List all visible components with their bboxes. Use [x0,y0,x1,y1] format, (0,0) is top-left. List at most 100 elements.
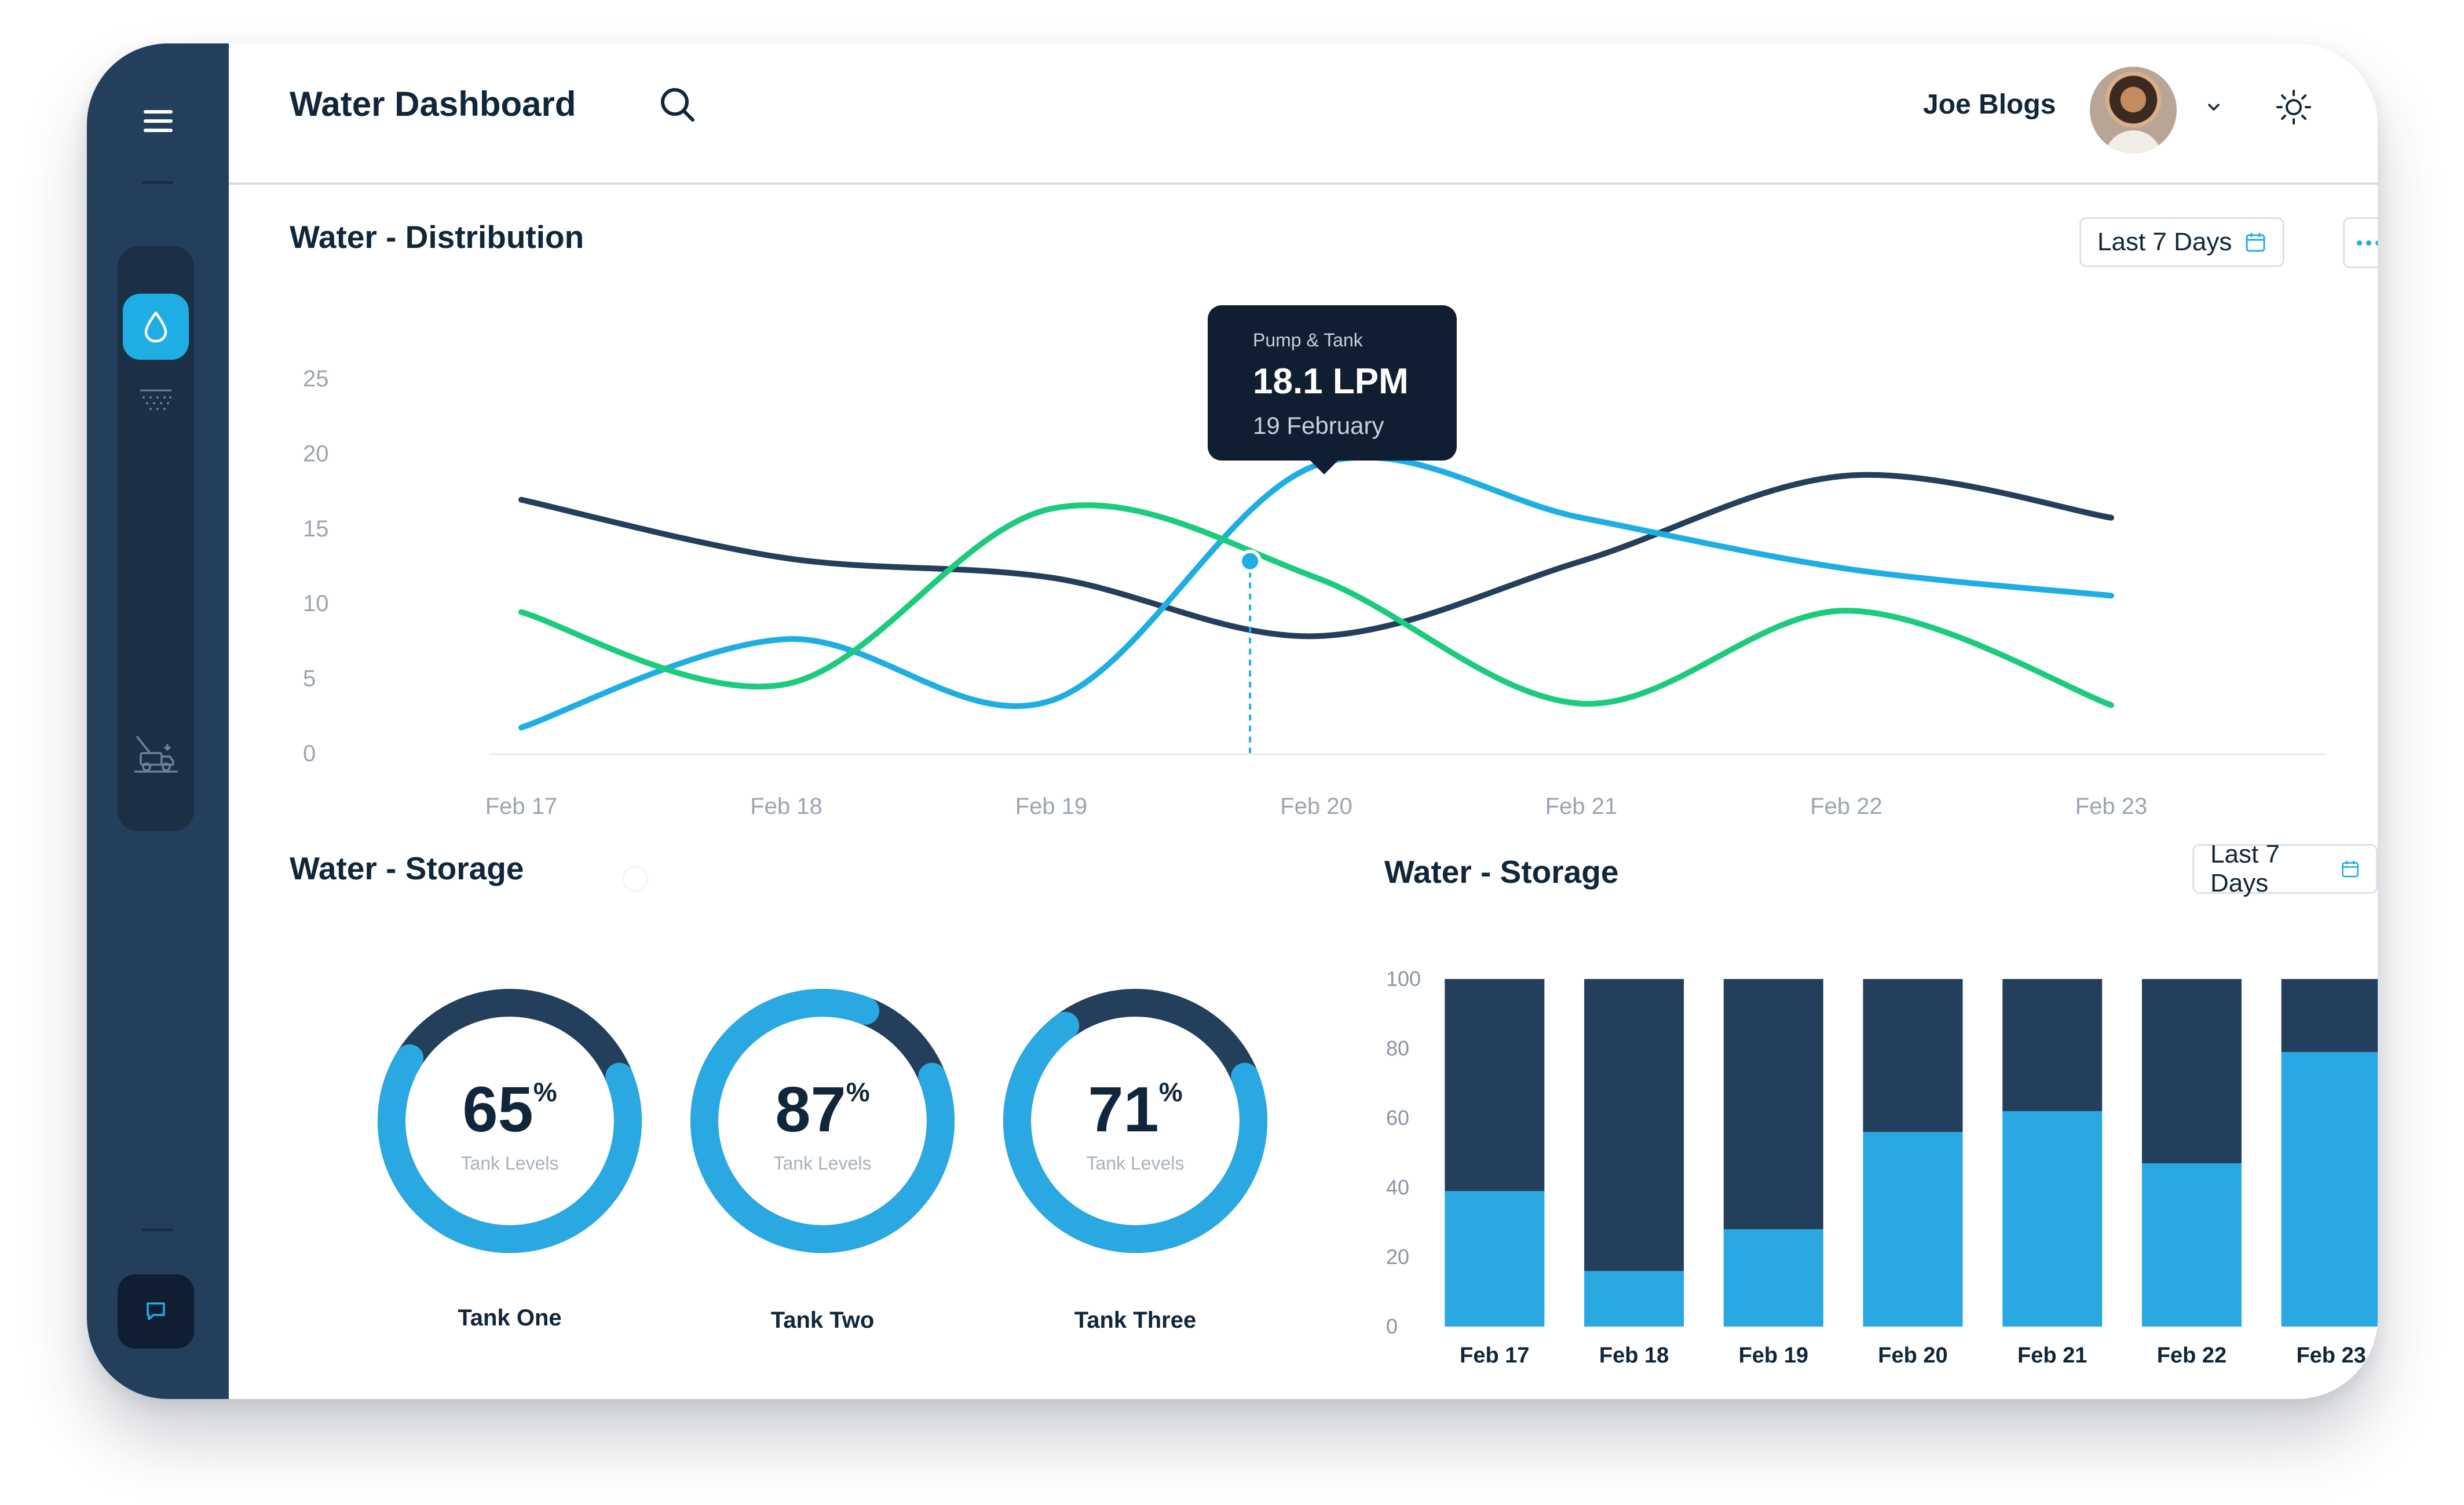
sun-icon [2276,90,2311,125]
storage-bar-chart: 0 20 40 60 80 100 Feb 17 Feb 18 Feb 19 Feb 20 Feb … [1386,967,2378,1368]
more-options-button[interactable] [2343,217,2378,268]
tooltip-value: 18.1 LPM [1253,361,1409,401]
y-tick-label: 15 [303,516,329,542]
gauge-percent-sign: % [1158,1077,1183,1107]
x-tick-label: Feb 19 [1015,794,1088,819]
tooltip-series: Pump & Tank [1253,330,1363,350]
main-content: Water Dashboard Joe Blogs [229,43,2378,1399]
y-tick-label: 10 [303,591,329,616]
gauge-number: 71 [1088,1074,1159,1145]
distribution-date-range-button[interactable]: Last 7 Days [2079,217,2285,267]
distribution-title: Water - Distribution [290,219,584,255]
storage-date-range-button[interactable]: Last 7 Days [2192,840,2378,897]
gauge-number: 87 [775,1074,846,1145]
bar-segment-filled [1723,1229,1823,1327]
date-range-label: Last 7 Days [2097,228,2232,256]
theme-toggle-button[interactable] [2271,84,2317,130]
gauge-number: 65 [462,1074,533,1145]
gauge-percent-sign: % [846,1077,870,1107]
sprinkler-icon [140,389,171,410]
chat-button[interactable] [118,1274,194,1349]
avatar[interactable] [2090,67,2177,154]
tank-gauge: 65% Tank Levels [374,985,646,1257]
x-tick-label: Feb 17 [485,794,558,819]
storage-bars-title: Water - Storage [1384,854,1619,890]
search-button[interactable] [655,83,701,129]
info-icon[interactable] [623,866,648,892]
user-name[interactable]: Joe Blogs [1923,89,2056,120]
y-tick-label: 40 [1386,1175,1409,1199]
bar-segment-filled [1863,1132,1963,1327]
x-tick-label: Feb 20 [1878,1343,1947,1368]
top-bar: Water Dashboard Joe Blogs [229,43,2378,185]
y-tick-label: 0 [303,741,316,766]
gauge-caption: Tank Levels [460,1153,559,1174]
x-tick-label: Feb 23 [2075,794,2148,819]
chart-tooltip: Pump & Tank 18.1 LPM 19 February [1208,305,1457,474]
gauge-percent-sign: % [533,1077,557,1107]
series-line-1 [518,472,2114,640]
x-tick-label: Feb 18 [1599,1343,1669,1368]
y-tick-label: 25 [303,366,329,392]
bar-segment-remaining [2141,979,2242,1163]
search-icon [661,88,694,122]
chat-icon [147,1302,165,1320]
y-tick-label: 80 [1386,1036,1409,1060]
bar-segment-filled [1445,1191,1545,1327]
date-range-label: Last 7 Days [2210,840,2280,897]
gauge-value: 65% [374,1073,646,1146]
tank-name: Tank Two [770,1307,875,1333]
y-tick-label: 20 [303,441,329,466]
chevron-down-icon[interactable] [2201,94,2227,120]
calendar-icon [2246,233,2265,252]
water-truck-icon [134,736,178,773]
sidebar-nav [118,246,194,831]
menu-icon[interactable] [138,104,178,139]
y-tick-label: 20 [1386,1245,1409,1269]
gauge-caption: Tank Levels [773,1153,872,1174]
bar-segment-filled [1584,1271,1684,1327]
bar-segment-remaining [1723,979,1823,1229]
series-line-2 [518,454,2114,731]
calendar-icon [2342,861,2359,878]
tank-gauge: 71% Tank Levels [999,985,1271,1257]
hover-point[interactable] [1238,549,1262,573]
bar-segment-filled [2002,1111,2103,1327]
bar-segment-remaining [1584,979,1684,1271]
more-dots-icon [2356,240,2362,246]
page-title: Water Dashboard [290,85,576,123]
tank-gauge: 87% Tank Levels [686,985,959,1257]
bar-segment-remaining [1445,979,1545,1191]
gauge-fill [378,989,642,1253]
x-tick-label: Feb 18 [750,794,822,819]
bar-segment-remaining [1863,979,1963,1132]
sidebar-divider-bottom [141,1229,173,1231]
gauge-fill [690,989,955,1253]
x-tick-label: Feb 20 [1280,794,1352,819]
y-tick-label: 100 [1386,967,1421,991]
tank-name: Tank One [458,1305,562,1331]
y-tick-label: 60 [1386,1106,1409,1130]
bar-segment-remaining [2281,979,2378,1052]
x-tick-label: Feb 21 [2017,1343,2087,1368]
storage-gauges-title: Water - Storage [290,850,524,886]
tank-name: Tank Three [1074,1307,1197,1333]
y-tick-label: 5 [303,666,316,692]
water-drop-icon [144,311,167,343]
bar-segment-remaining [2002,979,2103,1111]
bar-segment-filled [2141,1163,2242,1327]
gauge-caption: Tank Levels [1086,1153,1185,1174]
x-tick-label: Feb 17 [1460,1343,1529,1368]
x-tick-label: Feb 22 [2157,1343,2227,1368]
gauge-value: 71% [999,1073,1271,1146]
tooltip-date: 19 February [1253,412,1384,439]
bar-segment-filled [2281,1052,2378,1327]
x-tick-label: Feb 19 [1739,1343,1808,1368]
sidebar-item-sprinkler[interactable] [123,368,189,434]
series-line-3 [518,502,2114,708]
sidebar-item-water[interactable] [123,294,189,360]
dashboard-window: Water Dashboard Joe Blogs [87,43,2378,1399]
gauge-fill [1003,989,1267,1253]
x-tick-label: Feb 22 [1810,794,1882,819]
sidebar-item-tanker[interactable] [123,720,189,786]
